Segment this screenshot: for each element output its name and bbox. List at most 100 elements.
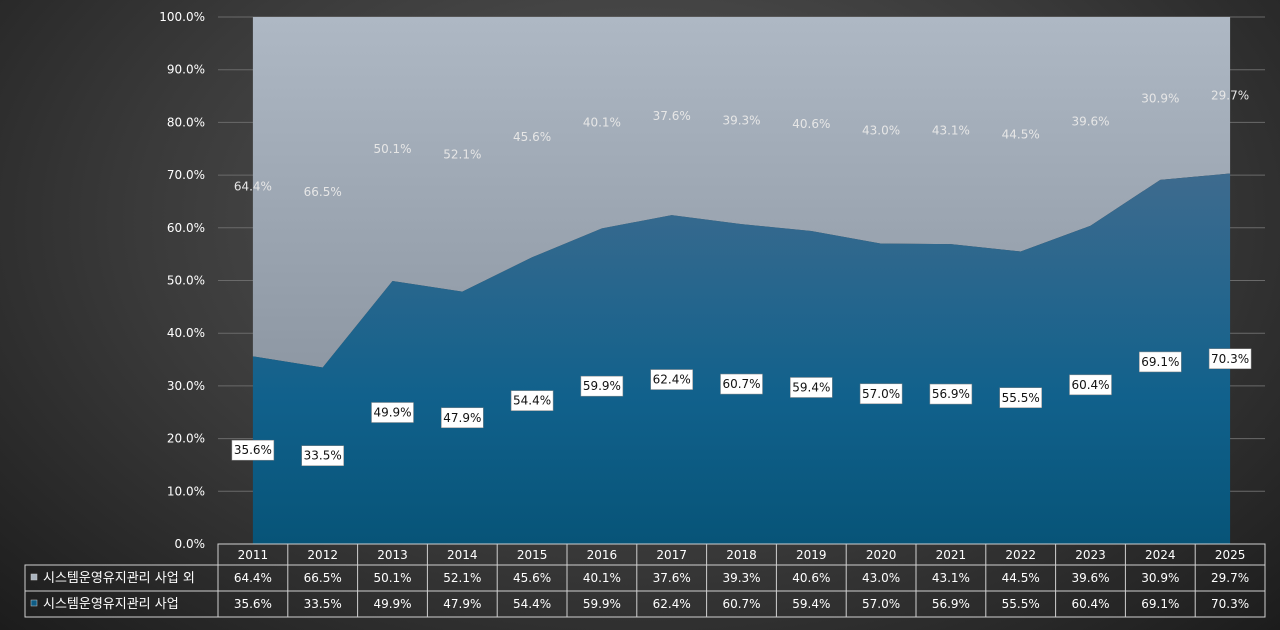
legend-swatch — [30, 573, 38, 581]
data-label-bottom: 70.3% — [1208, 348, 1252, 370]
table-row — [24, 590, 1266, 618]
data-label-box — [580, 375, 624, 397]
area-series — [252, 17, 1231, 545]
x-tick-label: 2017 — [656, 548, 687, 562]
y-tick-label: 70.0% — [167, 168, 205, 182]
table-cell: 43.1% — [932, 571, 970, 585]
table-cell: 56.9% — [932, 597, 970, 611]
table-cell: 54.4% — [513, 597, 551, 611]
data-label-box — [510, 390, 554, 411]
x-tick-label: 2025 — [1215, 548, 1246, 562]
data-label-text: 55.5% — [1002, 391, 1040, 405]
data-label-top: 43.0% — [862, 123, 900, 137]
data-label-top: 40.1% — [583, 116, 621, 130]
table-cell: 64.4% — [234, 571, 272, 585]
data-label-text: 59.9% — [583, 379, 621, 393]
data-label-top: 66.5% — [304, 185, 342, 199]
data-label-bottom: 49.9% — [371, 402, 414, 423]
table-cell: 30.9% — [1141, 571, 1179, 585]
data-label-top: 39.6% — [1071, 114, 1109, 128]
table-cell: 40.1% — [583, 571, 621, 585]
data-label-box — [650, 369, 693, 390]
table-cell: 39.6% — [1071, 571, 1109, 585]
table-cell: 59.9% — [583, 597, 621, 611]
x-tick-label: 2012 — [307, 548, 338, 562]
data-label-bottom: 35.6% — [231, 439, 275, 461]
data-label-top: 45.6% — [513, 130, 551, 144]
data-label-bottom: 59.4% — [790, 377, 833, 398]
y-tick-label: 10.0% — [167, 484, 205, 498]
y-axis: 0.0% 10.0% 20.0% 30.0% 40.0% 50.0% 60.0% 70.0% 8… — [159, 10, 205, 551]
table-cell: 66.5% — [304, 571, 342, 585]
data-label-top: 37.6% — [653, 109, 691, 123]
data-label-text: 60.7% — [722, 377, 760, 391]
data-label-box — [1139, 351, 1182, 373]
data-label-box — [231, 439, 275, 461]
table-cell: 49.9% — [373, 597, 411, 611]
data-label-text: 47.9% — [443, 411, 481, 425]
table-cell: 62.4% — [653, 597, 691, 611]
table-cell: 55.5% — [1002, 597, 1040, 611]
data-label-top: 64.4% — [234, 180, 272, 194]
table-cell: 43.0% — [862, 571, 900, 585]
x-tick-label: 2013 — [377, 548, 408, 562]
data-label-box — [720, 373, 763, 395]
data-label-text: 35.6% — [234, 443, 272, 457]
data-label-text: 56.9% — [932, 387, 970, 401]
table-cell: 57.0% — [862, 597, 900, 611]
x-tick-label: 2014 — [447, 548, 478, 562]
data-label-text: 69.1% — [1141, 355, 1179, 369]
data-label-bottom: 60.7% — [720, 373, 763, 395]
data-label-top: 50.1% — [373, 142, 411, 156]
y-tick-label: 80.0% — [167, 115, 205, 129]
table-cell: 70.3% — [1211, 597, 1249, 611]
data-label-bottom: 55.5% — [999, 387, 1042, 409]
table-cell: 33.5% — [304, 597, 342, 611]
x-tick-label: 2022 — [1005, 548, 1036, 562]
table-cell: 40.6% — [792, 571, 830, 585]
data-label-box — [441, 407, 484, 429]
table-cell: 69.1% — [1141, 597, 1179, 611]
y-tick-label: 90.0% — [167, 63, 205, 77]
table-cell: 39.3% — [722, 571, 760, 585]
data-labels: 64.4% 35.6% 66.5% 33.5% 50.1% 49.9% 52.1% 47.9%… — [231, 88, 1252, 466]
data-label-text: 60.4% — [1071, 378, 1109, 392]
data-label-box — [859, 383, 903, 405]
data-label-box — [929, 383, 973, 405]
data-label-top: 29.7% — [1211, 88, 1249, 102]
data-label-top: 40.6% — [792, 117, 830, 131]
table-cell: 44.5% — [1002, 571, 1040, 585]
data-label-top: 52.1% — [443, 147, 481, 161]
area-series-other — [252, 17, 1231, 368]
data-label-box — [999, 387, 1042, 409]
table-cell: 60.7% — [722, 597, 760, 611]
x-tick-label: 2020 — [866, 548, 897, 562]
data-label-bottom: 60.4% — [1069, 374, 1112, 396]
data-label-bottom: 56.9% — [929, 383, 973, 405]
data-label-text: 62.4% — [653, 373, 691, 387]
legend-series-name: 시스템운영유지관리 사업 — [43, 597, 179, 612]
table-cell: 59.4% — [792, 597, 830, 611]
data-label-box — [301, 445, 344, 466]
x-tick-label: 2011 — [238, 548, 269, 562]
data-label-box — [1069, 374, 1112, 396]
table-cell: 29.7% — [1211, 571, 1249, 585]
x-tick-label: 2021 — [936, 548, 967, 562]
table-cell: 45.6% — [513, 571, 551, 585]
data-label-bottom: 54.4% — [510, 390, 554, 411]
table-cell: 35.6% — [234, 597, 272, 611]
table-cell: 47.9% — [443, 597, 481, 611]
x-tick-label: 2019 — [796, 548, 827, 562]
y-tick-label: 0.0% — [175, 537, 206, 551]
data-label-box — [371, 402, 414, 423]
x-tick-label: 2023 — [1075, 548, 1106, 562]
y-tick-label: 50.0% — [167, 274, 205, 288]
legend-series-name: 시스템운영유지관리 사업 외 — [43, 571, 195, 586]
data-label-bottom: 33.5% — [301, 445, 344, 466]
x-tick-label: 2016 — [587, 548, 618, 562]
table-cell: 52.1% — [443, 571, 481, 585]
table-cell: 50.1% — [373, 571, 411, 585]
data-label-top: 43.1% — [932, 124, 970, 138]
data-label-text: 33.5% — [304, 449, 342, 463]
